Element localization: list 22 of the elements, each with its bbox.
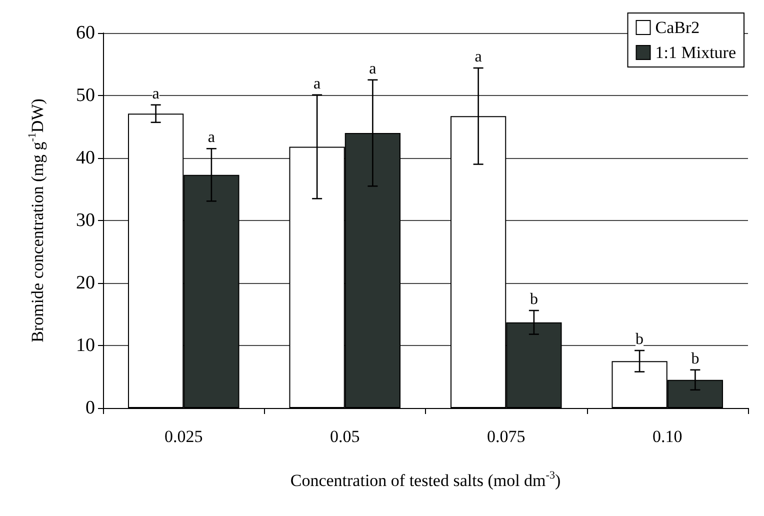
y-axis-title: Bromide concentration (mg g-1DW) — [26, 98, 47, 342]
y-tick-label: 50 — [76, 85, 95, 106]
annotation: a — [474, 48, 482, 66]
x-tick-label: 0.05 — [330, 427, 360, 446]
x-tick-label: 0.10 — [652, 427, 682, 446]
y-tick-label: 40 — [76, 148, 95, 168]
legend-label: CaBr2 — [655, 18, 700, 37]
y-tick-label: 10 — [76, 335, 95, 356]
legend-label: 1:1 Mixture — [655, 43, 736, 62]
annotation: a — [369, 60, 376, 78]
y-tick-label: 20 — [76, 272, 95, 294]
y-tick-label: 0 — [86, 398, 95, 418]
annotation: a — [152, 85, 160, 102]
annotation: a — [314, 75, 321, 92]
annotation: b — [691, 350, 700, 368]
annotation: b — [636, 331, 644, 348]
y-tick-label: 60 — [76, 22, 95, 44]
x-tick-label: 0.025 — [164, 427, 203, 446]
annotation: a — [208, 129, 215, 146]
x-tick-label: 0.075 — [487, 427, 526, 446]
annotation: b — [530, 291, 538, 308]
y-tick-label: 30 — [76, 210, 95, 231]
